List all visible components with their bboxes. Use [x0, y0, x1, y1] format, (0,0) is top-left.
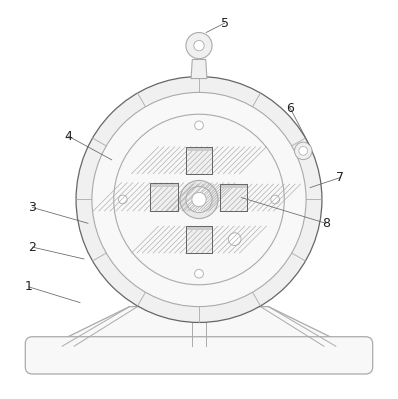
Circle shape [180, 180, 218, 219]
Text: 4: 4 [64, 130, 72, 142]
Circle shape [228, 233, 241, 245]
Polygon shape [220, 184, 247, 211]
Circle shape [186, 33, 212, 59]
Text: 6: 6 [286, 102, 294, 115]
Polygon shape [191, 59, 207, 79]
Circle shape [295, 142, 312, 160]
Circle shape [195, 121, 203, 130]
Circle shape [76, 77, 322, 322]
Text: 8: 8 [322, 217, 330, 230]
Polygon shape [150, 183, 178, 211]
Polygon shape [185, 226, 213, 253]
Text: 2: 2 [29, 241, 36, 254]
Circle shape [194, 40, 204, 51]
FancyBboxPatch shape [25, 337, 373, 374]
Polygon shape [185, 226, 213, 230]
Text: 3: 3 [29, 201, 36, 214]
Circle shape [192, 192, 206, 207]
Circle shape [186, 186, 212, 213]
Circle shape [299, 146, 308, 155]
Circle shape [195, 269, 203, 278]
Polygon shape [220, 184, 247, 188]
Circle shape [92, 93, 306, 306]
Polygon shape [36, 306, 362, 352]
Circle shape [271, 195, 279, 204]
Circle shape [114, 114, 284, 285]
Polygon shape [185, 147, 213, 151]
Text: 7: 7 [336, 171, 344, 184]
Polygon shape [185, 147, 213, 174]
Text: 5: 5 [221, 16, 229, 30]
Circle shape [119, 195, 127, 204]
Text: 1: 1 [25, 280, 32, 293]
Polygon shape [150, 183, 178, 187]
